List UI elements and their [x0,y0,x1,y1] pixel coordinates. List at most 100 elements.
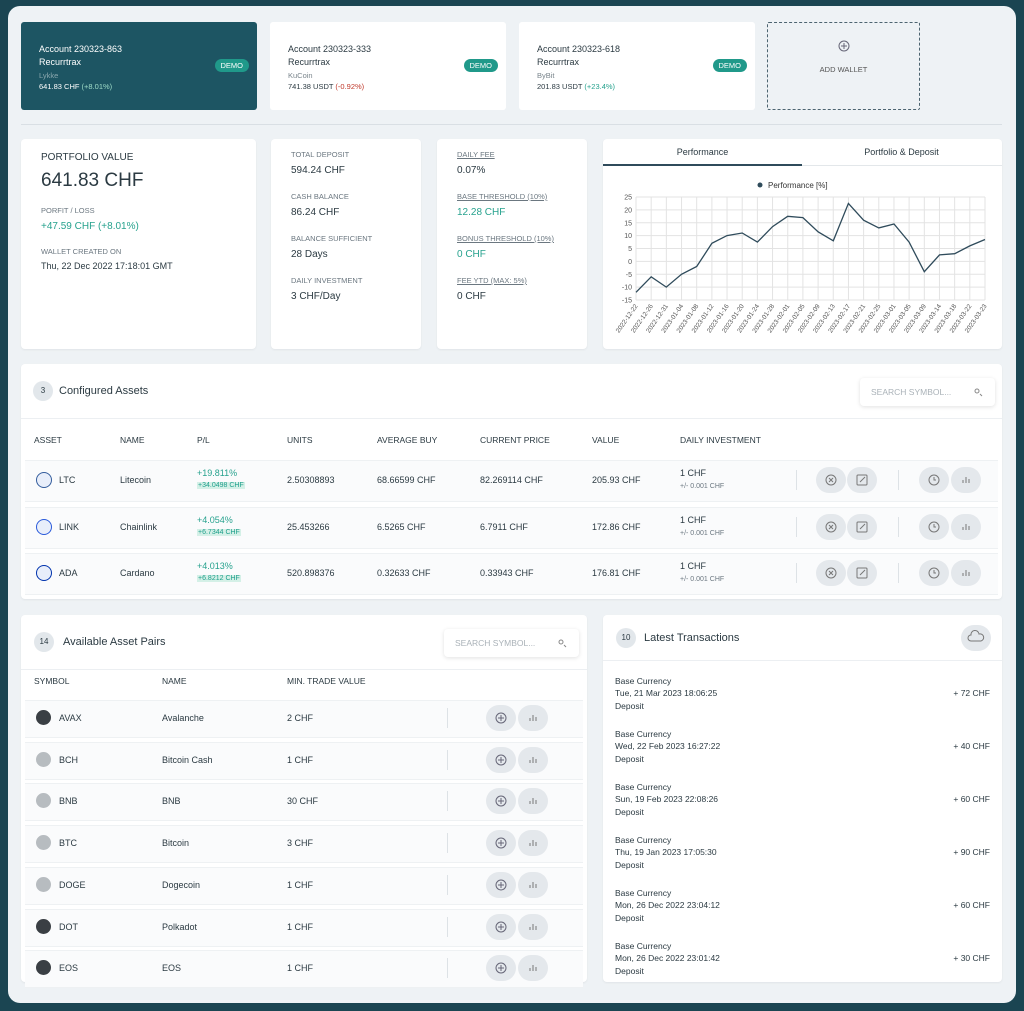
pair-symbol: BCH [59,754,79,765]
icon-button[interactable] [486,746,516,773]
y-tick-label: 0 [628,259,632,266]
pl-label: PORFIT / LOSS [41,206,95,215]
icon-handle [563,644,567,648]
icon-button[interactable] [919,467,949,493]
pair-symbol: BTC [59,838,77,849]
demo-badge: DEMO [463,59,498,72]
icon-button[interactable] [518,788,548,815]
icon [529,840,537,847]
icon [825,474,837,486]
wallet-name: Recurrtrax [537,57,580,67]
search-box[interactable]: SEARCH SYMBOL... [444,629,579,657]
icon [928,521,940,532]
avg-buy: 0.32633 CHF [377,568,431,578]
tx-type: Deposit [615,913,644,923]
fee-card: DAILY FEE 0.07% BASE THRESHOLD (10%) 12.28 … [437,139,587,349]
icon-plus [841,43,847,49]
stat-value: 86.24 CHF [291,207,340,218]
avg-buy: 6.5265 CHF [377,521,426,532]
change: (-0.92%) [335,82,365,91]
icon-button[interactable] [816,513,846,540]
pair-name: Polkadot [162,921,198,932]
fee-value: 12.28 CHF [457,207,506,218]
rule [21,669,587,670]
icon-button[interactable] [518,746,548,773]
icon [967,630,985,642]
icon-button[interactable] [816,467,846,493]
tx-date: Mon, 26 Dec 2022 23:04:12 [615,900,720,910]
icon-button[interactable] [486,871,516,898]
icon-plus [498,923,504,930]
demo-badge: DEMO [214,59,249,72]
icon-button[interactable] [518,955,548,982]
icon [962,570,970,576]
wallet-card[interactable]: Account 230323-333 Recurrtrax KuCoin 741.38… [270,22,506,110]
icon-edit [856,474,868,486]
add-wallet[interactable]: ADD WALLET [767,22,920,110]
icon-button[interactable] [486,788,516,815]
fee-label[interactable]: BONUS THRESHOLD (10%) [457,234,554,243]
tx-date: Thu, 19 Jan 2023 17:05:30 [615,847,717,857]
column-header: MIN. TRADE VALUE [287,676,366,686]
icon-button[interactable] [961,625,991,651]
icon [495,712,507,724]
tab-rule [802,165,1002,166]
icon-button[interactable] [919,513,949,540]
icon-button[interactable] [951,513,981,540]
icon-bars [529,840,537,847]
icon-button[interactable] [816,560,846,586]
search-box[interactable]: SEARCH SYMBOL... [860,378,995,406]
portfolio-card: PORTFOLIO VALUE 641.83 CHF PORFIT / LOSS +4… [21,139,256,349]
icon [825,567,837,579]
icon-button[interactable] [518,871,548,898]
balance-line: 201.83 USDT (+23.4%) [537,82,615,91]
tx-type: Deposit [615,860,644,870]
icon-ring [928,521,940,532]
icon-button[interactable] [486,830,516,857]
dashboard: Account 230323-863 Recurrtrax Lykke 641.83 … [8,6,1016,1003]
search-icon [974,388,983,397]
pair-min: 1 CHF [287,754,314,765]
search-placeholder: SEARCH SYMBOL... [455,638,536,648]
pair-min: 1 CHF [287,879,314,890]
wallet-card[interactable]: Account 230323-863 Recurrtrax Lykke 641.83 … [21,22,257,110]
icon-button[interactable] [951,467,981,493]
icon-button[interactable] [486,913,516,940]
icon-pen [859,476,866,483]
icon-button[interactable] [486,705,516,731]
fee-label[interactable]: DAILY FEE [457,150,495,159]
chart-tab[interactable]: Portfolio & Deposit [864,147,939,157]
icon-button[interactable] [919,560,949,586]
icon-button[interactable] [518,705,548,731]
asset-name: Cardano [120,568,155,578]
icon-plus [498,756,504,763]
coin-icon [36,876,51,892]
icon-button[interactable] [951,560,981,586]
icon-hands [933,477,936,481]
separator [447,833,448,854]
wallet-card[interactable]: Account 230323-618 Recurrtrax ByBit 201.83 … [519,22,755,110]
pl-chf: +34.0498 CHF [197,482,245,489]
value: 205.93 CHF [592,475,641,485]
icon-button[interactable] [847,560,877,586]
asset-symbol: LTC [59,475,76,485]
account-id: Account 230323-333 [288,44,372,54]
pair-name: BNB [162,796,181,807]
icon-button[interactable] [486,955,516,982]
icon-button[interactable] [847,467,877,493]
icon-button[interactable] [518,830,548,857]
pair-symbol: DOT [59,921,78,932]
icon-ring [495,879,507,891]
fee-label[interactable]: BASE THRESHOLD (10%) [457,192,548,201]
legend-swatch [757,182,763,188]
icon [529,756,537,763]
chart-tab[interactable]: Performance [676,147,729,157]
icon-button[interactable] [518,913,548,940]
icon-bars [529,965,537,972]
pl-value: +47.59 CHF (+8.01%) [41,221,139,232]
y-tick-label: 20 [624,207,632,214]
icon-button[interactable] [847,513,877,540]
fee-label[interactable]: FEE YTD (MAX: 5%) [457,276,527,285]
rule [603,660,1002,661]
asset-symbol: ADA [59,568,78,578]
